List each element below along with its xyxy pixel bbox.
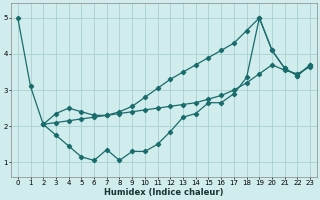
X-axis label: Humidex (Indice chaleur): Humidex (Indice chaleur) xyxy=(104,188,224,197)
